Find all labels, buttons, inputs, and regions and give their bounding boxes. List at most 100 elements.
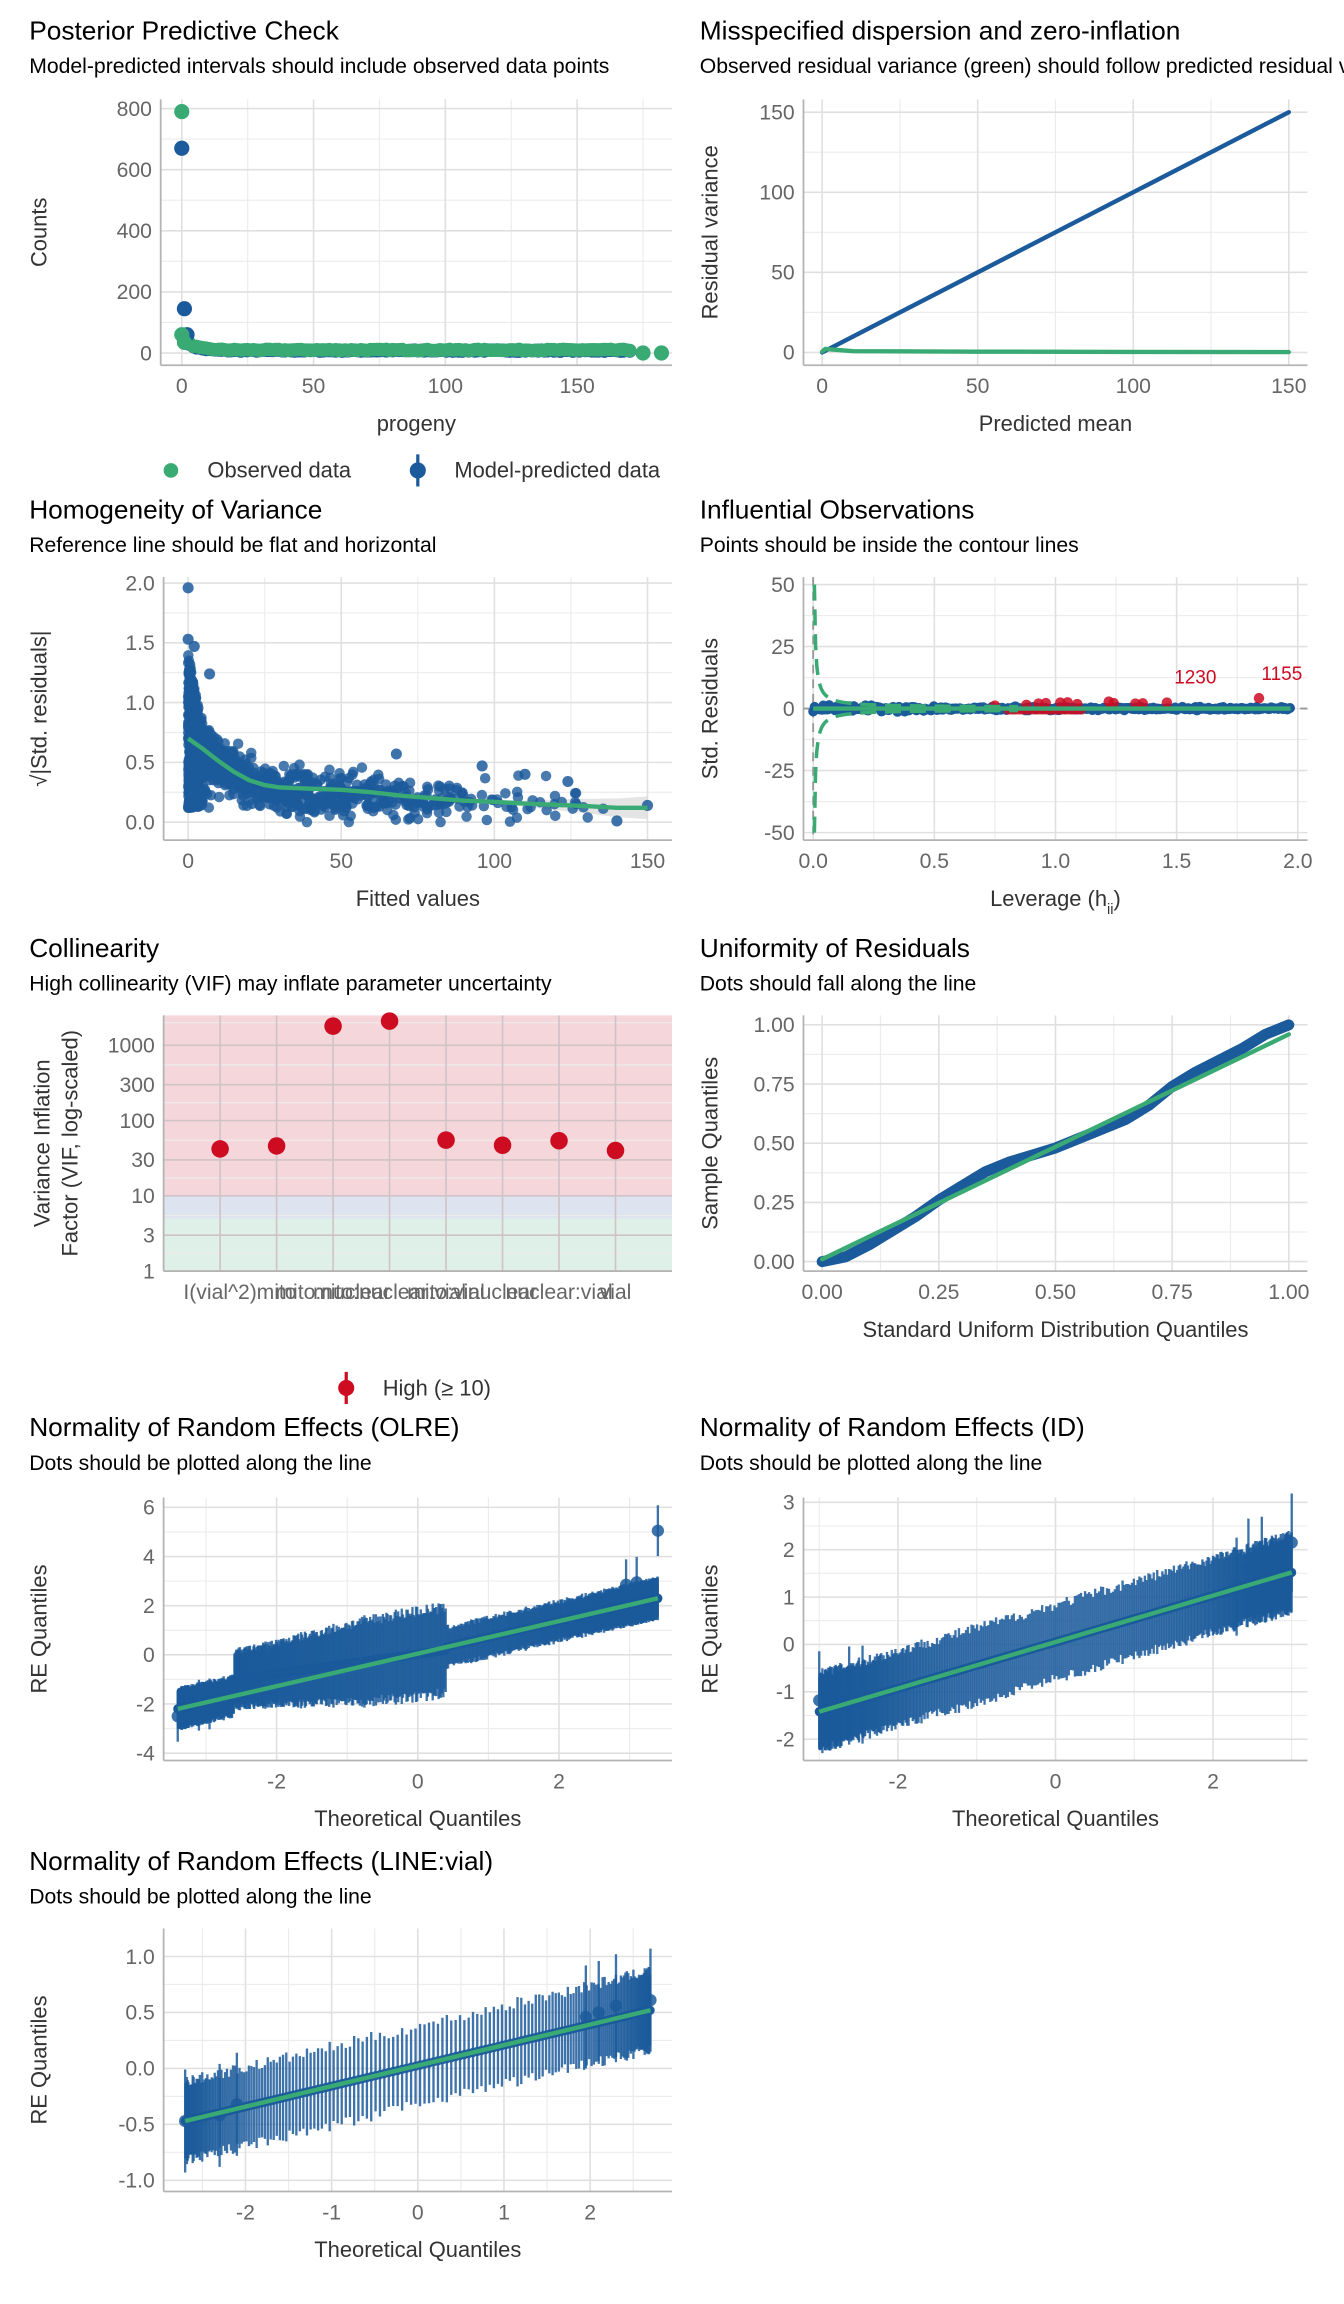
x-axis-title: progeny xyxy=(377,411,456,436)
residual-point xyxy=(404,812,416,824)
qq-reference-line xyxy=(177,1596,659,1712)
x-axis-title: Fitted values xyxy=(356,886,480,911)
residual-point xyxy=(540,770,552,782)
chart-subtitle: Points should be inside the contour line… xyxy=(700,534,1079,557)
residual-point xyxy=(206,764,217,776)
y-tick-label: -25 xyxy=(764,760,795,783)
chart-title: Homogeneity of Variance xyxy=(29,495,322,525)
x-tick-label: 50 xyxy=(302,375,326,398)
influential-label: 1230 xyxy=(1174,668,1216,689)
panel-uniformity-of-residuals: Uniformity of Residuals Dots should fall … xyxy=(697,933,1309,1342)
residual-point xyxy=(404,777,416,788)
observed-point xyxy=(653,345,670,361)
x-tick-label: 150 xyxy=(559,375,594,398)
y-tick-label: 50 xyxy=(771,262,795,285)
grid xyxy=(160,99,672,366)
influential-point xyxy=(1161,697,1173,708)
residual-point xyxy=(319,771,331,782)
chart-title: Normality of Random Effects (LINE:vial) xyxy=(29,1846,493,1876)
x-tick-label: 2 xyxy=(1207,1770,1219,1793)
y-tick-label: 0.50 xyxy=(753,1133,794,1156)
y-tick-label: 0.0 xyxy=(125,811,154,834)
residual-point xyxy=(382,804,393,816)
residual-point xyxy=(476,760,488,772)
data-marks xyxy=(813,1493,1298,1754)
re-point xyxy=(619,1578,633,1591)
influential-point xyxy=(1108,697,1119,709)
residual-point xyxy=(283,777,295,788)
y-tick-label: 3 xyxy=(783,1492,795,1515)
y-tick-label: -1 xyxy=(776,1681,795,1704)
x-tick-label: vial xyxy=(600,1281,632,1304)
y-tick-label: 2.0 xyxy=(125,572,154,595)
x-tick-label: 100 xyxy=(1116,375,1151,398)
chart-title: Normality of Random Effects (OLRE) xyxy=(29,1412,459,1442)
y-tick-label: 1.00 xyxy=(753,1014,794,1037)
residual-point xyxy=(186,775,198,787)
vif-point xyxy=(606,1141,625,1160)
panel-dispersion: Misspecified dispersion and zero-inflati… xyxy=(697,15,1344,436)
legend-high-label: High (≥ 10) xyxy=(383,1375,491,1400)
y-tick-label: 3 xyxy=(143,1224,155,1247)
residual-point xyxy=(582,812,593,823)
residual-point xyxy=(562,775,574,788)
y-tick-label: 4 xyxy=(143,1546,155,1569)
residual-point xyxy=(232,738,244,749)
re-point xyxy=(843,1689,856,1702)
residual-point xyxy=(309,807,320,818)
data-marks xyxy=(182,582,654,828)
y-tick-label: 0 xyxy=(140,342,152,365)
y-tick-label: 1.5 xyxy=(125,632,154,655)
re-point xyxy=(630,1576,643,1589)
x-tick-label: 0.5 xyxy=(920,850,949,873)
vif-zone-low xyxy=(163,1218,673,1272)
re-point xyxy=(171,1710,184,1723)
x-tick-label: 0.25 xyxy=(918,1281,959,1304)
loess-line xyxy=(186,736,648,810)
residual-point xyxy=(373,769,384,781)
data-marks xyxy=(816,1019,1295,1268)
re-point xyxy=(651,1524,665,1537)
legend-observed-key xyxy=(163,463,179,478)
data-marks xyxy=(174,103,670,361)
residual-point xyxy=(183,650,194,661)
vif-point xyxy=(211,1140,229,1158)
re-point xyxy=(1255,1559,1268,1572)
y-axis-title: Sample Quantiles xyxy=(697,1057,722,1230)
x-tick-label: 2 xyxy=(584,2201,596,2224)
residual-point xyxy=(519,768,531,780)
residual-point xyxy=(457,787,468,798)
chart-subtitle: Dots should be plotted along the line xyxy=(29,1886,372,1909)
residual-point xyxy=(200,736,211,747)
y-tick-label: 800 xyxy=(117,98,152,121)
chart-subtitle: Dots should be plotted along the line xyxy=(700,1452,1043,1475)
y-tick-label: 0.0 xyxy=(125,2058,154,2081)
residual-point xyxy=(335,789,346,801)
x-tick-label: 0 xyxy=(412,2201,424,2224)
y-axis-title: RE Quantiles xyxy=(27,1564,52,1693)
residual-point xyxy=(330,800,341,811)
data-marks xyxy=(179,1948,657,2173)
panel-homogeneity-of-variance: Homogeneity of Variance Reference line sh… xyxy=(27,495,672,911)
residual-point xyxy=(248,767,260,779)
residual-point xyxy=(303,790,315,802)
vif-point xyxy=(380,1012,399,1030)
x-tick-label: -2 xyxy=(267,1770,286,1793)
y-tick-label: 200 xyxy=(117,281,152,304)
residual-point xyxy=(185,690,197,701)
residual-point xyxy=(479,772,491,784)
qq-reference-line xyxy=(184,2008,651,2124)
residual-point xyxy=(341,801,352,812)
y-tick-label: -2 xyxy=(776,1728,795,1751)
residual-point xyxy=(507,804,519,816)
y-axis-title: RE Quantiles xyxy=(697,1564,722,1693)
observed-point xyxy=(623,343,637,358)
x-axis-title: Theoretical Quantiles xyxy=(314,2237,521,2262)
x-tick-label: 1.0 xyxy=(1041,850,1070,873)
y-tick-label: 25 xyxy=(771,636,795,659)
y-tick-label: 0.75 xyxy=(753,1073,794,1096)
residual-point xyxy=(345,810,356,822)
residual-point xyxy=(294,811,306,822)
panel-re-normality-line-vial: Normality of Random Effects (LINE:vial) D… xyxy=(27,1846,672,2262)
chart-subtitle: Dots should fall along the line xyxy=(700,973,977,996)
